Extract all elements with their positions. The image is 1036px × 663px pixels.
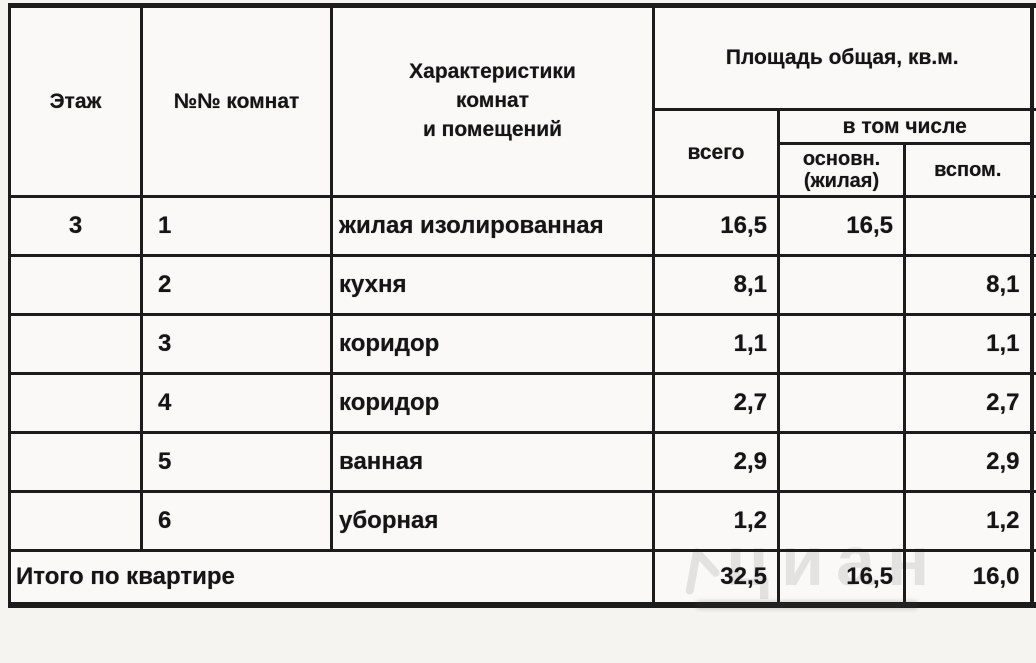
col-header-auxiliary: вспом.	[903, 142, 1033, 198]
table-row: 4 коридор 2,7 2,7	[8, 372, 1036, 434]
cell-area-total: 8,1	[652, 254, 780, 316]
cell-area-total: 1,1	[652, 313, 780, 375]
col-header-including: в том числе	[777, 108, 1033, 145]
cell-area-main	[777, 372, 906, 434]
table-cutoff-cell	[1029, 313, 1036, 375]
cell-room-number: 1	[140, 195, 333, 257]
table-row: 3 коридор 1,1 1,1	[8, 313, 1036, 375]
cell-area-main	[777, 431, 906, 493]
cell-floor	[8, 431, 143, 493]
col-header-floor: Этаж	[8, 4, 143, 198]
cell-area-aux: 2,7	[903, 372, 1033, 434]
col-header-main-living: основн. (жилая)	[777, 142, 906, 198]
room-explication-table: Этаж №№ комнат Характеристики комнат и п…	[8, 3, 1036, 608]
col-header-room-numbers: №№ комнат	[140, 4, 333, 198]
cell-room-name: жилая изолированная	[330, 195, 655, 257]
header-row-middle: всего в том числе	[10, 108, 1036, 198]
table-cutoff-cell	[1029, 108, 1036, 198]
col-header-area-group: Площадь общая, кв.м.	[652, 4, 1033, 111]
cell-room-number: 5	[140, 431, 333, 493]
cell-room-name: уборная	[330, 490, 655, 552]
cell-room-name: коридор	[330, 313, 655, 375]
totals-area-total: 32,5	[652, 549, 780, 606]
header-row-bottom: основн. (жилая) вспом.	[10, 142, 1036, 198]
cell-area-main	[777, 490, 906, 552]
cell-area-total: 1,2	[652, 490, 780, 552]
table-cutoff-cell	[1029, 549, 1036, 606]
table-row: 6 уборная 1,2 1,2	[8, 490, 1036, 552]
cell-area-total: 16,5	[652, 195, 780, 257]
table-cutoff-cell	[1029, 4, 1036, 111]
cell-area-total: 2,7	[652, 372, 780, 434]
table-cutoff-cell	[1029, 490, 1036, 552]
table-cutoff-cell	[1029, 195, 1036, 257]
table-row: 3 1 жилая изолированная 16,5 16,5	[8, 195, 1036, 257]
cell-room-name: ванная	[330, 431, 655, 493]
cell-room-number: 2	[140, 254, 333, 316]
cell-floor	[8, 490, 143, 552]
cell-room-name: кухня	[330, 254, 655, 316]
totals-row: Итого по квартире 32,5 16,5 16,0	[8, 549, 1036, 606]
cell-area-main: 16,5	[777, 195, 906, 257]
cell-area-aux	[903, 195, 1033, 257]
cell-floor: 3	[8, 195, 143, 257]
cell-area-main	[777, 313, 906, 375]
table-cutoff-cell	[1029, 254, 1036, 316]
cell-room-name: коридор	[330, 372, 655, 434]
cell-area-main	[777, 254, 906, 316]
cell-area-aux: 1,2	[903, 490, 1033, 552]
cell-room-number: 4	[140, 372, 333, 434]
header-row-top: Этаж №№ комнат Характеристики комнат и п…	[8, 4, 1036, 198]
col-header-characteristics: Характеристики комнат и помещений	[330, 4, 655, 198]
cell-floor	[8, 313, 143, 375]
table-row: 2 кухня 8,1 8,1	[8, 254, 1036, 316]
cell-area-total: 2,9	[652, 431, 780, 493]
col-header-total: всего	[652, 108, 780, 198]
cell-floor	[8, 254, 143, 316]
table-cutoff-cell	[1029, 372, 1036, 434]
table-row: 5 ванная 2,9 2,9	[8, 431, 1036, 493]
cell-area-aux: 1,1	[903, 313, 1033, 375]
cell-floor	[8, 372, 143, 434]
cell-area-aux: 2,9	[903, 431, 1033, 493]
totals-label: Итого по квартире	[8, 549, 655, 606]
cell-room-number: 6	[140, 490, 333, 552]
totals-area-aux: 16,0	[903, 549, 1033, 606]
table-cutoff-cell	[1029, 431, 1036, 493]
cell-room-number: 3	[140, 313, 333, 375]
cell-area-aux: 8,1	[903, 254, 1033, 316]
totals-area-main: 16,5	[777, 549, 906, 606]
